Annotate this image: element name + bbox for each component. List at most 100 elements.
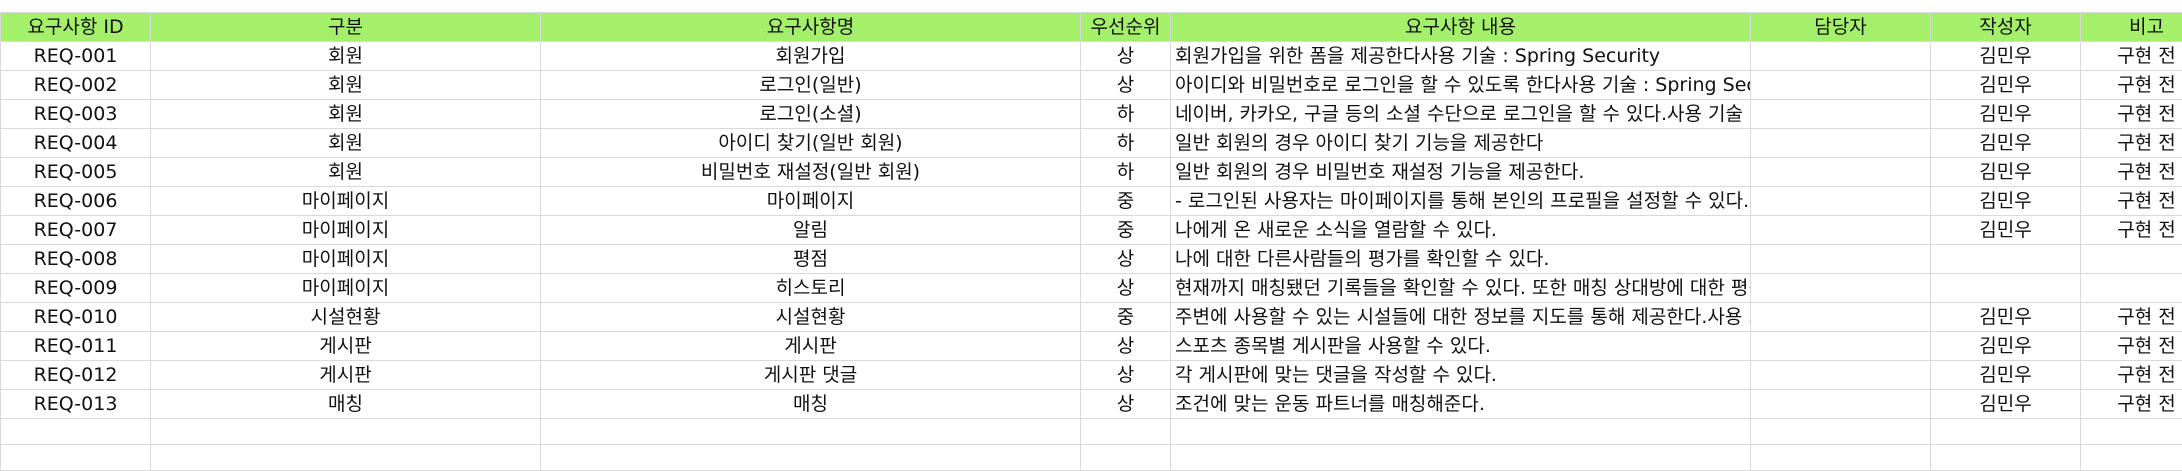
row-note[interactable]: 구현 전 xyxy=(2081,42,2182,71)
row-name[interactable]: 매칭 xyxy=(541,390,1081,419)
row-name[interactable]: 아이디 찾기(일반 회원) xyxy=(541,129,1081,158)
row-category[interactable]: 게시판 xyxy=(151,332,541,361)
row-name[interactable]: 알림 xyxy=(541,216,1081,245)
row-category[interactable]: 시설현황 xyxy=(151,303,541,332)
row-owner[interactable] xyxy=(1751,274,1931,303)
row-owner[interactable] xyxy=(1751,187,1931,216)
row-priority[interactable]: 상 xyxy=(1081,361,1171,390)
row-priority[interactable]: 상 xyxy=(1081,332,1171,361)
row-priority[interactable]: 상 xyxy=(1081,71,1171,100)
row-content[interactable]: 현재까지 매칭됐던 기록들을 확인할 수 있다. 또한 매칭 상대방에 대한 평… xyxy=(1171,274,1751,303)
row-priority[interactable]: 상 xyxy=(1081,245,1171,274)
row-priority[interactable]: 중 xyxy=(1081,187,1171,216)
row-author[interactable]: 김민우 xyxy=(1931,332,2081,361)
row-note[interactable] xyxy=(2081,245,2182,274)
row-name[interactable]: 비밀번호 재설정(일반 회원) xyxy=(541,158,1081,187)
row-content[interactable]: - 로그인된 사용자는 마이페이지를 통해 본인의 프로필을 설정할 수 있다.… xyxy=(1171,187,1751,216)
row-name[interactable]: 로그인(일반) xyxy=(541,71,1081,100)
header-owner[interactable]: 담당자 xyxy=(1751,13,1931,42)
row-category[interactable]: 마이페이지 xyxy=(151,187,541,216)
row-category[interactable]: 게시판 xyxy=(151,361,541,390)
row-name[interactable]: 마이페이지 xyxy=(541,187,1081,216)
row-id[interactable]: REQ-006 xyxy=(1,187,151,216)
row-content[interactable]: 조건에 맞는 운동 파트너를 매칭해준다. xyxy=(1171,390,1751,419)
row-content[interactable]: 나에 대한 다른사람들의 평가를 확인할 수 있다. xyxy=(1171,245,1751,274)
row-name[interactable]: 시설현황 xyxy=(541,303,1081,332)
row-author[interactable] xyxy=(1931,274,2081,303)
header-req-name[interactable]: 요구사항명 xyxy=(541,13,1081,42)
row-name[interactable]: 회원가입 xyxy=(541,42,1081,71)
row-name[interactable]: 게시판 댓글 xyxy=(541,361,1081,390)
row-category[interactable]: 마이페이지 xyxy=(151,245,541,274)
empty-cell[interactable] xyxy=(1081,419,1171,445)
row-priority[interactable]: 상 xyxy=(1081,42,1171,71)
row-priority[interactable]: 중 xyxy=(1081,216,1171,245)
row-author[interactable]: 김민우 xyxy=(1931,42,2081,71)
row-note[interactable]: 구현 전 xyxy=(2081,332,2182,361)
row-content[interactable]: 스포츠 종목별 게시판을 사용할 수 있다. xyxy=(1171,332,1751,361)
empty-cell[interactable] xyxy=(151,419,541,445)
header-author[interactable]: 작성자 xyxy=(1931,13,2081,42)
row-name[interactable]: 게시판 xyxy=(541,332,1081,361)
row-author[interactable]: 김민우 xyxy=(1931,187,2081,216)
row-priority[interactable]: 상 xyxy=(1081,390,1171,419)
row-id[interactable]: REQ-008 xyxy=(1,245,151,274)
row-owner[interactable] xyxy=(1751,361,1931,390)
empty-cell[interactable] xyxy=(1171,419,1751,445)
row-owner[interactable] xyxy=(1751,216,1931,245)
row-note[interactable]: 구현 전 xyxy=(2081,303,2182,332)
row-author[interactable]: 김민우 xyxy=(1931,100,2081,129)
row-category[interactable]: 마이페이지 xyxy=(151,274,541,303)
row-id[interactable]: REQ-011 xyxy=(1,332,151,361)
row-author[interactable] xyxy=(1931,245,2081,274)
row-priority[interactable]: 하 xyxy=(1081,158,1171,187)
row-content[interactable]: 회원가입을 위한 폼을 제공한다사용 기술 : Spring Security xyxy=(1171,42,1751,71)
row-note[interactable]: 구현 전 xyxy=(2081,71,2182,100)
row-category[interactable]: 회원 xyxy=(151,71,541,100)
row-content[interactable]: 일반 회원의 경우 아이디 찾기 기능을 제공한다 xyxy=(1171,129,1751,158)
row-priority[interactable]: 중 xyxy=(1081,303,1171,332)
row-priority[interactable]: 상 xyxy=(1081,274,1171,303)
row-name[interactable]: 평점 xyxy=(541,245,1081,274)
row-author[interactable]: 김민우 xyxy=(1931,71,2081,100)
row-priority[interactable]: 하 xyxy=(1081,100,1171,129)
row-id[interactable]: REQ-007 xyxy=(1,216,151,245)
row-author[interactable]: 김민우 xyxy=(1931,216,2081,245)
row-content[interactable]: 각 게시판에 맞는 댓글을 작성할 수 있다. xyxy=(1171,361,1751,390)
empty-cell[interactable] xyxy=(541,419,1081,445)
row-owner[interactable] xyxy=(1751,71,1931,100)
row-category[interactable]: 회원 xyxy=(151,158,541,187)
row-priority[interactable]: 하 xyxy=(1081,129,1171,158)
row-note[interactable]: 구현 전 xyxy=(2081,158,2182,187)
row-note[interactable]: 구현 전 xyxy=(2081,129,2182,158)
row-id[interactable]: REQ-005 xyxy=(1,158,151,187)
row-name[interactable]: 로그인(소셜) xyxy=(541,100,1081,129)
header-note[interactable]: 비고 xyxy=(2081,13,2182,42)
row-content[interactable]: 일반 회원의 경우 비밀번호 재설정 기능을 제공한다. xyxy=(1171,158,1751,187)
row-content[interactable]: 나에게 온 새로운 소식을 열람할 수 있다. xyxy=(1171,216,1751,245)
row-category[interactable]: 회원 xyxy=(151,100,541,129)
row-content[interactable]: 네이버, 카카오, 구글 등의 소셜 수단으로 로그인을 할 수 있다.사용 기… xyxy=(1171,100,1751,129)
row-category[interactable]: 회원 xyxy=(151,129,541,158)
row-owner[interactable] xyxy=(1751,129,1931,158)
row-name[interactable]: 히스토리 xyxy=(541,274,1081,303)
row-id[interactable]: REQ-013 xyxy=(1,390,151,419)
row-owner[interactable] xyxy=(1751,42,1931,71)
empty-cell[interactable] xyxy=(2081,419,2182,445)
row-category[interactable]: 회원 xyxy=(151,42,541,71)
header-content[interactable]: 요구사항 내용 xyxy=(1171,13,1751,42)
row-author[interactable]: 김민우 xyxy=(1931,158,2081,187)
row-content[interactable]: 아이디와 비밀번호로 로그인을 할 수 있도록 한다사용 기술 : Spring… xyxy=(1171,71,1751,100)
empty-cell[interactable] xyxy=(1751,419,1931,445)
row-category[interactable]: 마이페이지 xyxy=(151,216,541,245)
row-id[interactable]: REQ-010 xyxy=(1,303,151,332)
header-category[interactable]: 구분 xyxy=(151,13,541,42)
header-priority[interactable]: 우선순위 xyxy=(1081,13,1171,42)
row-owner[interactable] xyxy=(1751,245,1931,274)
row-author[interactable]: 김민우 xyxy=(1931,390,2081,419)
row-category[interactable]: 매칭 xyxy=(151,390,541,419)
row-id[interactable]: REQ-003 xyxy=(1,100,151,129)
row-id[interactable]: REQ-009 xyxy=(1,274,151,303)
row-owner[interactable] xyxy=(1751,100,1931,129)
row-author[interactable]: 김민우 xyxy=(1931,361,2081,390)
